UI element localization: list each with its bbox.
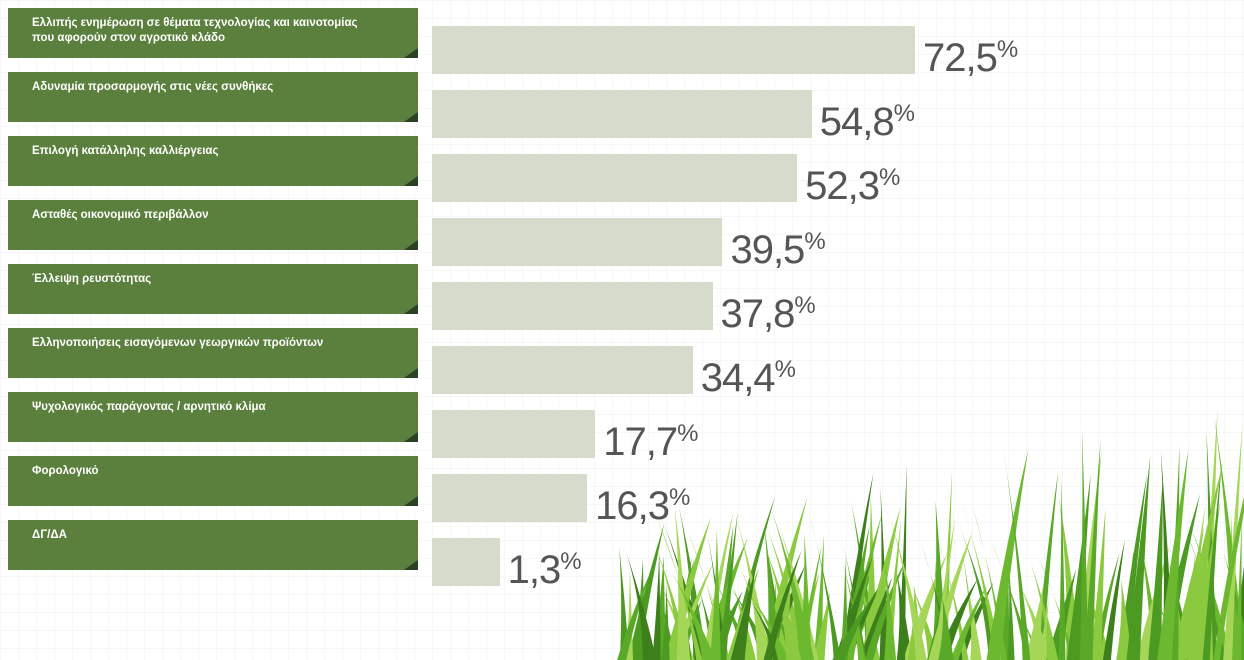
grass-blade [1202, 462, 1222, 660]
value-label: 54,8% [819, 100, 915, 144]
grass-blade [799, 533, 812, 660]
grass-blade [966, 581, 982, 660]
value-label: 34,4% [700, 356, 796, 400]
category-label: Ασταθές οικονομικό περιβάλλον [8, 200, 418, 250]
grass-blade [971, 503, 1008, 660]
grass-blade [1116, 579, 1132, 660]
value-label: 52,3% [805, 164, 901, 208]
grass-blade [1235, 516, 1242, 660]
grass-blade [1002, 443, 1031, 660]
grass-blade [928, 531, 973, 660]
bar [432, 218, 723, 266]
grass-blade [859, 577, 893, 660]
grass-blade [1038, 599, 1049, 660]
grass-blade [884, 564, 897, 660]
bar [432, 474, 588, 522]
category-label: Ελληνοποιήσεις εισαγόμενων γεωργικών προ… [8, 328, 418, 378]
bar [432, 410, 596, 458]
grass-blade [839, 530, 867, 660]
grass-blade [1167, 445, 1180, 660]
grass-blade [808, 511, 841, 660]
grass-blade [719, 511, 738, 660]
grass-blade [938, 597, 954, 660]
grass-blade [1024, 585, 1044, 660]
category-label: ΔΓ/ΔΑ [8, 520, 418, 570]
value-label: 72,5% [923, 36, 1019, 80]
value-label: 39,5% [730, 228, 826, 272]
bar [432, 26, 915, 74]
grass-blade [1030, 560, 1059, 660]
category-label: Έλλειψη ρευστότητας [8, 264, 418, 314]
category-label: Αδυναμία προσαρμογής στις νέες συνθήκες [8, 72, 418, 122]
grass-blade [950, 584, 988, 660]
grass-blade [832, 597, 873, 660]
grass-blade [617, 571, 651, 660]
grass-blade [633, 558, 645, 660]
category-label: Ψυχολογικός παράγοντας / αρνητικό κλίμα [8, 392, 418, 442]
grass-blade [628, 523, 665, 660]
grass-blade [1126, 455, 1151, 660]
grass-blade [710, 529, 721, 660]
value-label: 1,3% [507, 548, 582, 592]
grass-blade [1079, 429, 1089, 660]
grass-blade [741, 583, 790, 660]
grass-blade [674, 506, 691, 660]
category-label: Φορολογικό [8, 456, 418, 506]
grass-blade [860, 507, 901, 660]
bar [432, 90, 812, 138]
grass-blade [626, 553, 657, 660]
grass-blade [1191, 500, 1221, 660]
bar [432, 282, 713, 330]
grass-blade [1157, 449, 1189, 660]
grass-blade [737, 519, 771, 660]
value-label: 37,8% [720, 292, 816, 336]
grass-blade [763, 550, 802, 660]
grass-blade [1084, 438, 1101, 660]
bar [432, 538, 500, 586]
grass-blade [1213, 496, 1244, 660]
grass-blade [730, 567, 756, 660]
grass-blade [1007, 559, 1015, 660]
grass-blade [934, 529, 969, 660]
bar [432, 346, 693, 394]
grass-blade [1090, 508, 1106, 660]
grass-blade [885, 502, 927, 660]
grass-blade [652, 552, 661, 660]
grass-blade [1148, 473, 1164, 660]
grass-blade [661, 584, 670, 660]
value-label: 17,7% [603, 420, 699, 464]
category-label: Επιλογή κατάλληλης καλλιέργειας [8, 136, 418, 186]
grass-blade [840, 556, 849, 660]
category-label: Ελλιπής ενημέρωση σε θέματα τεχνολογίας … [8, 8, 418, 58]
value-label: 16,3% [595, 484, 691, 528]
grass-blade [840, 472, 874, 660]
grass-blade [1058, 475, 1066, 660]
grass-blade [652, 555, 666, 660]
bar [432, 154, 798, 202]
grass-blade [1102, 539, 1125, 660]
grass-blade [1171, 527, 1205, 660]
grass-blade [656, 517, 703, 660]
grass-blade [664, 516, 712, 660]
grass-blade [1038, 558, 1076, 660]
grass [617, 408, 1244, 660]
grass-blade [666, 563, 716, 660]
grass-blade [898, 463, 907, 660]
grass-blade [1185, 530, 1227, 660]
grass-blade [812, 592, 831, 660]
grass-blade [961, 501, 1003, 660]
